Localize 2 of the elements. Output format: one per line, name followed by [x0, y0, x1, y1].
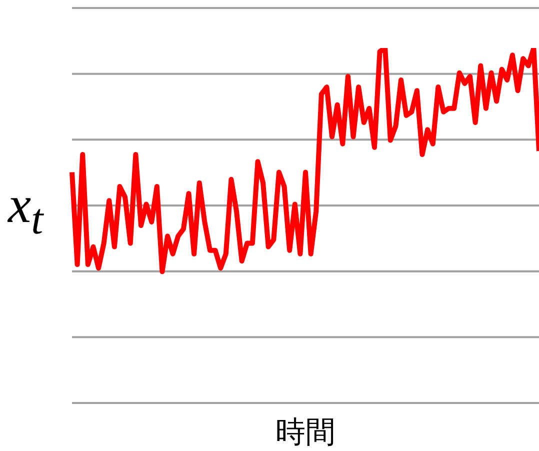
- y-axis-title: x$_{t}$: [8, 177, 44, 244]
- x-axis-title: 時間: [274, 414, 336, 451]
